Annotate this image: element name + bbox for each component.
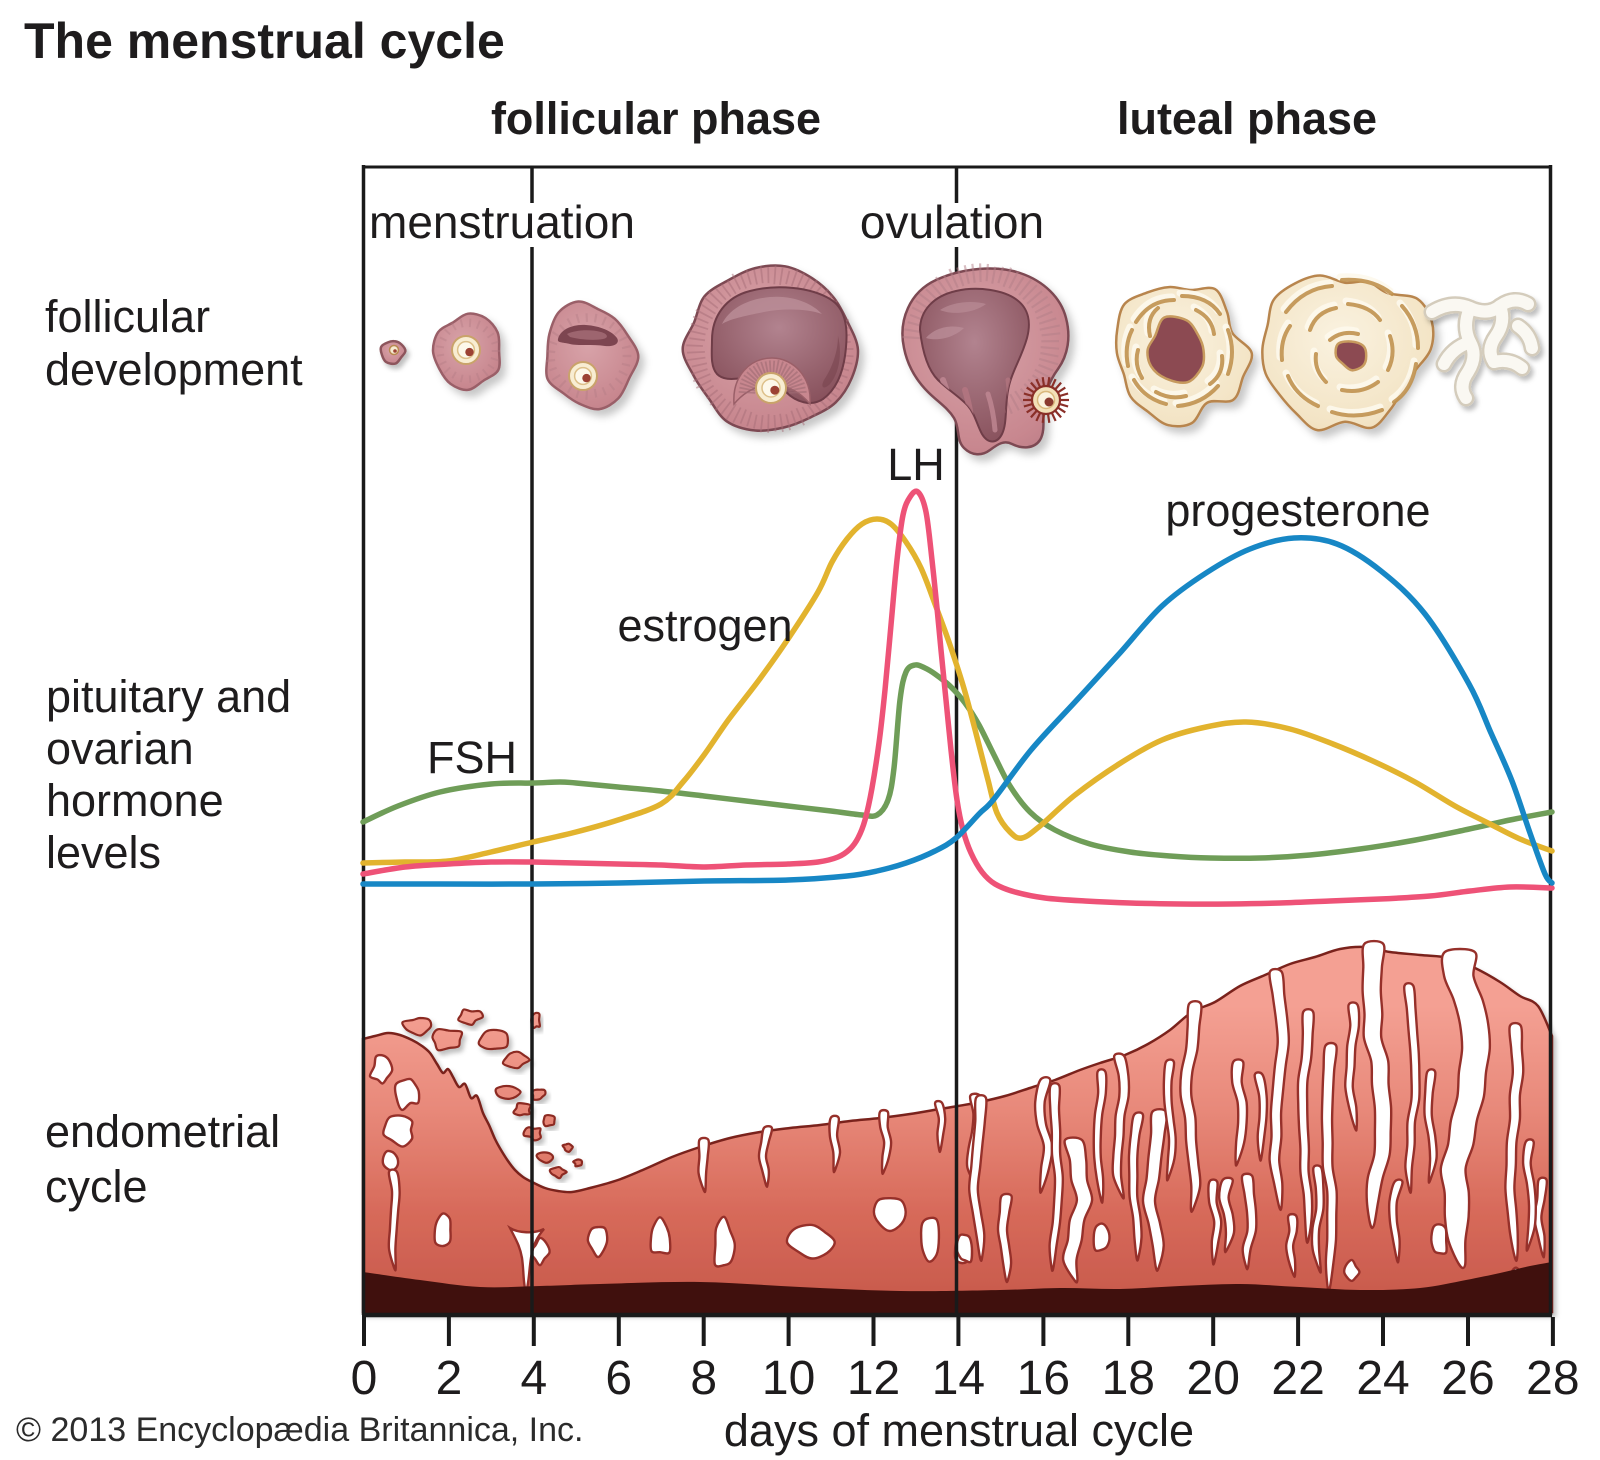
svg-text:luteal phase: luteal phase bbox=[1117, 93, 1377, 144]
svg-text:LH: LH bbox=[887, 439, 945, 490]
svg-text:pituitary and: pituitary and bbox=[46, 671, 291, 722]
svg-text:16: 16 bbox=[1017, 1352, 1070, 1405]
svg-text:14: 14 bbox=[932, 1352, 985, 1405]
svg-text:development: development bbox=[45, 344, 303, 395]
svg-text:© 2013 Encyclopædia Britannica: © 2013 Encyclopædia Britannica, Inc. bbox=[16, 1411, 583, 1449]
svg-text:28: 28 bbox=[1526, 1352, 1579, 1405]
svg-text:20: 20 bbox=[1187, 1352, 1240, 1405]
svg-text:6: 6 bbox=[605, 1352, 632, 1405]
svg-text:ovarian: ovarian bbox=[46, 723, 194, 774]
svg-text:10: 10 bbox=[762, 1352, 815, 1405]
svg-text:estrogen: estrogen bbox=[617, 600, 792, 651]
svg-text:The menstrual cycle: The menstrual cycle bbox=[24, 13, 505, 69]
svg-text:4: 4 bbox=[520, 1352, 547, 1405]
svg-text:levels: levels bbox=[46, 827, 161, 878]
svg-text:endometrial: endometrial bbox=[45, 1106, 280, 1157]
svg-text:cycle: cycle bbox=[45, 1161, 148, 1212]
svg-text:22: 22 bbox=[1271, 1352, 1324, 1405]
svg-text:12: 12 bbox=[847, 1352, 900, 1405]
svg-text:18: 18 bbox=[1102, 1352, 1155, 1405]
svg-text:follicular phase: follicular phase bbox=[491, 93, 821, 144]
svg-text:FSH: FSH bbox=[427, 732, 517, 783]
svg-text:ovulation: ovulation bbox=[860, 196, 1044, 248]
svg-text:24: 24 bbox=[1356, 1352, 1409, 1405]
svg-text:8: 8 bbox=[690, 1352, 717, 1405]
svg-text:2: 2 bbox=[436, 1352, 463, 1405]
svg-text:follicular: follicular bbox=[45, 291, 210, 342]
svg-text:progesterone: progesterone bbox=[1165, 485, 1430, 536]
svg-text:days of menstrual cycle: days of menstrual cycle bbox=[724, 1405, 1194, 1456]
svg-text:menstruation: menstruation bbox=[369, 196, 635, 248]
svg-text:hormone: hormone bbox=[46, 775, 224, 826]
svg-text:0: 0 bbox=[351, 1352, 378, 1405]
svg-text:26: 26 bbox=[1441, 1352, 1494, 1405]
